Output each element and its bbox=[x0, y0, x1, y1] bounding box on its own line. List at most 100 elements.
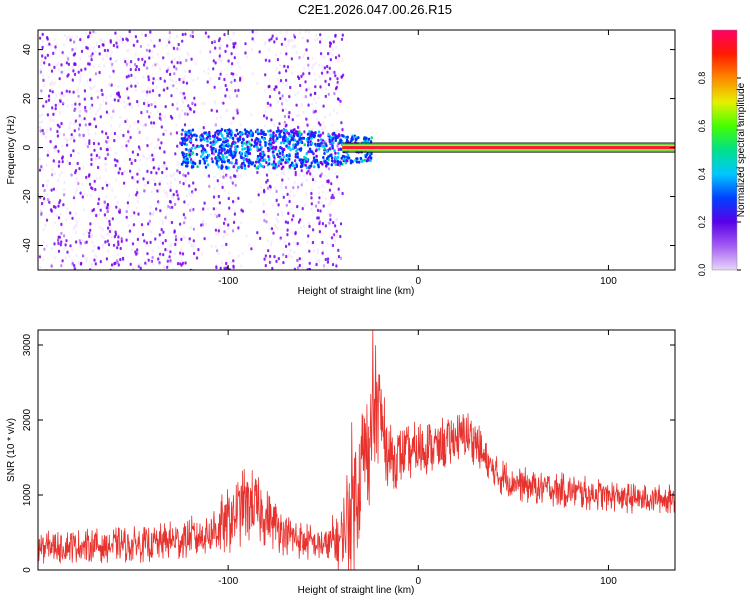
heatmap-cell bbox=[287, 43, 290, 47]
heatmap-cell bbox=[332, 141, 335, 145]
heatmap-cell bbox=[233, 44, 236, 48]
heatmap-cell bbox=[189, 149, 192, 153]
heatmap-cell bbox=[86, 145, 89, 149]
heatmap-cell bbox=[301, 161, 304, 164]
heatmap-cell bbox=[110, 263, 114, 267]
heatmap-cell bbox=[322, 204, 325, 208]
heatmap-cell bbox=[183, 235, 186, 239]
heatmap-cell bbox=[179, 251, 182, 255]
heatmap-cell bbox=[79, 243, 82, 247]
heatmap-cell bbox=[240, 264, 243, 268]
heatmap-cell bbox=[50, 69, 54, 73]
heatmap-cell bbox=[117, 235, 120, 239]
heatmap-cell bbox=[285, 254, 288, 259]
heatmap-cell bbox=[115, 178, 118, 182]
heatmap-cell bbox=[202, 219, 205, 223]
heatmap-cell bbox=[172, 193, 175, 197]
heatmap-cell bbox=[226, 174, 229, 178]
heatmap-cell bbox=[189, 160, 192, 164]
y-tick-label: 0 bbox=[22, 567, 33, 573]
y-tick-label: 0 bbox=[22, 144, 33, 150]
heatmap-cell bbox=[296, 242, 299, 246]
colorbar: 0.00.20.40.60.8 Normalized spectral ampl… bbox=[697, 29, 747, 276]
heatmap-cell bbox=[322, 141, 325, 144]
heatmap-cell bbox=[188, 237, 191, 241]
heatmap-cell bbox=[209, 77, 212, 81]
heatmap-cell bbox=[219, 266, 222, 270]
heatmap-cell bbox=[336, 163, 340, 167]
heatmap-cell bbox=[72, 227, 75, 231]
heatmap-cell bbox=[105, 134, 108, 138]
heatmap-cell bbox=[149, 30, 152, 34]
heatmap-cell bbox=[101, 228, 104, 232]
heatmap-cell bbox=[168, 244, 171, 248]
heatmap-cell bbox=[158, 38, 161, 42]
heatmap-cell bbox=[280, 182, 283, 186]
heatmap-cell bbox=[234, 134, 237, 138]
heatmap-cell bbox=[38, 157, 42, 162]
heatmap-cell bbox=[57, 238, 60, 242]
heatmap-cell bbox=[41, 167, 44, 171]
heatmap-cell bbox=[334, 224, 337, 228]
heatmap-cell bbox=[234, 89, 237, 93]
heatmap-cell bbox=[108, 232, 111, 236]
heatmap-cell bbox=[191, 128, 195, 132]
heatmap-cell bbox=[41, 120, 44, 124]
heatmap-cell bbox=[128, 157, 132, 162]
heatmap-cell bbox=[107, 243, 111, 247]
heatmap-cell bbox=[128, 229, 132, 233]
heatmap-cell bbox=[78, 133, 81, 137]
heatmap-cell bbox=[232, 264, 235, 268]
heatmap-cell bbox=[125, 144, 128, 148]
heatmap-cell bbox=[302, 72, 305, 76]
heatmap-cell bbox=[169, 185, 172, 189]
heatmap-cell bbox=[158, 201, 161, 205]
heatmap-cell bbox=[140, 223, 144, 227]
heatmap-cell bbox=[321, 190, 324, 194]
heatmap-cell bbox=[184, 69, 187, 73]
heatmap-cell bbox=[41, 54, 44, 58]
heatmap-cell bbox=[263, 153, 266, 157]
heatmap-cell bbox=[106, 152, 110, 156]
heatmap-cell bbox=[168, 220, 171, 224]
heatmap-cell bbox=[144, 89, 147, 93]
heatmap-cell bbox=[157, 52, 160, 56]
heatmap-cell bbox=[285, 203, 288, 207]
heatmap-cell bbox=[137, 57, 140, 61]
heatmap-cell bbox=[365, 136, 368, 140]
heatmap-cell bbox=[259, 185, 263, 189]
heatmap-cell bbox=[58, 201, 61, 205]
heatmap-cell bbox=[130, 73, 133, 77]
heatmap-cell bbox=[58, 160, 61, 164]
heatmap-cell bbox=[335, 130, 338, 134]
heatmap-cell bbox=[151, 255, 154, 259]
heatmap-cell bbox=[144, 123, 147, 127]
heatmap-cell bbox=[276, 35, 279, 39]
colorbar-gradient bbox=[712, 30, 737, 270]
heatmap-cell bbox=[315, 259, 318, 264]
heatmap-cell bbox=[98, 155, 101, 160]
heatmap-cell bbox=[201, 220, 205, 224]
heatmap-cell bbox=[210, 157, 213, 161]
heatmap-cell bbox=[150, 230, 153, 234]
heatmap-cell bbox=[176, 46, 179, 50]
heatmap-cell bbox=[315, 262, 318, 267]
heatmap-cell bbox=[305, 117, 308, 121]
heatmap-cell bbox=[300, 164, 303, 168]
colorbar-frame bbox=[711, 29, 738, 271]
heatmap-cell bbox=[42, 132, 45, 136]
heatmap-cell bbox=[73, 108, 76, 112]
heatmap-cell bbox=[68, 126, 71, 130]
heatmap-cell bbox=[334, 34, 337, 38]
heatmap-cell bbox=[303, 95, 306, 99]
heatmap-cell bbox=[253, 164, 257, 168]
heatmap-cell bbox=[226, 44, 229, 48]
heatmap-cell bbox=[75, 176, 78, 180]
y-tick-label: 40 bbox=[22, 44, 33, 56]
heatmap-cell bbox=[324, 87, 328, 91]
heatmap-cell bbox=[253, 140, 257, 144]
heatmap-cell bbox=[187, 104, 190, 108]
heatmap-cell bbox=[104, 180, 107, 184]
heatmap-cell bbox=[187, 129, 190, 133]
heatmap-cell bbox=[78, 260, 81, 264]
